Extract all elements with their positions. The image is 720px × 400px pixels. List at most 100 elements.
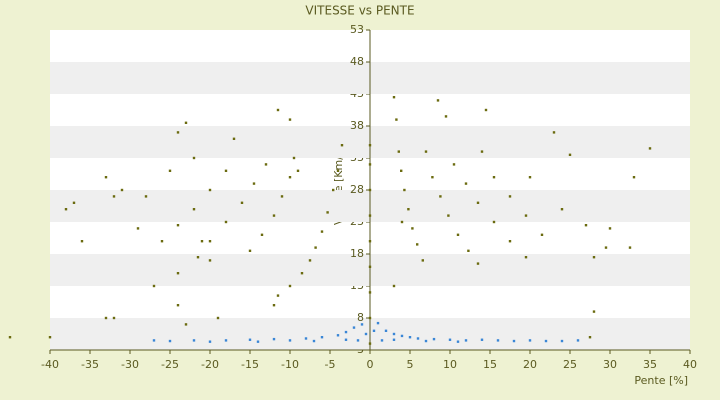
- data-point: [216, 316, 220, 320]
- y-tick-label: 28: [350, 183, 364, 196]
- x-tick-label: 20: [523, 358, 537, 371]
- data-point: [200, 240, 204, 243]
- data-point: [476, 262, 480, 265]
- data-point: [196, 256, 200, 259]
- data-point: [408, 336, 412, 339]
- data-point: [176, 272, 180, 275]
- data-point: [192, 156, 196, 160]
- data-point: [568, 153, 572, 156]
- data-point: [584, 224, 588, 227]
- data-point: [248, 249, 252, 252]
- data-point: [152, 339, 156, 342]
- data-point: [272, 337, 276, 341]
- data-point: [416, 243, 419, 246]
- x-tick-label: -20: [201, 358, 219, 371]
- data-point: [397, 150, 400, 153]
- x-tick-label: 25: [563, 358, 577, 371]
- data-point: [368, 188, 372, 192]
- data-point: [392, 332, 396, 336]
- data-point: [492, 176, 496, 179]
- data-point: [152, 284, 156, 288]
- data-point: [112, 316, 116, 320]
- data-point: [480, 338, 484, 341]
- data-point: [604, 246, 608, 249]
- data-point: [280, 195, 284, 198]
- y-tick-label: 48: [350, 55, 364, 68]
- x-tick-label: 40: [683, 358, 697, 371]
- data-point: [168, 169, 172, 172]
- data-point: [288, 118, 292, 121]
- data-point: [444, 115, 448, 118]
- data-point: [104, 176, 108, 179]
- data-point: [407, 208, 410, 211]
- x-tick-label: -40: [41, 358, 59, 371]
- data-point: [240, 201, 244, 204]
- y-tick-label: 8: [357, 311, 364, 324]
- x-tick-label: -15: [241, 358, 259, 371]
- data-point: [492, 220, 496, 224]
- data-point: [232, 137, 236, 140]
- data-point: [368, 214, 372, 217]
- data-point: [544, 339, 548, 343]
- data-point: [540, 233, 544, 236]
- data-point: [208, 240, 212, 243]
- data-point: [168, 339, 172, 343]
- data-point: [352, 326, 356, 329]
- data-point: [400, 334, 404, 338]
- data-point: [224, 339, 228, 342]
- y-tick-label: 18: [350, 247, 364, 260]
- data-point: [344, 338, 348, 341]
- data-point: [496, 339, 500, 342]
- data-point: [272, 214, 276, 217]
- data-point: [272, 304, 276, 307]
- data-point: [248, 338, 252, 341]
- data-point: [456, 340, 460, 343]
- data-point: [608, 227, 612, 230]
- data-point: [403, 188, 406, 192]
- data-point: [560, 339, 564, 343]
- data-point: [8, 336, 12, 339]
- data-point: [424, 339, 428, 343]
- data-point: [368, 163, 372, 166]
- data-point: [648, 147, 652, 150]
- x-tick-label: 0: [367, 358, 374, 371]
- x-tick-label: -30: [121, 358, 139, 371]
- x-tick-label: -5: [325, 358, 336, 371]
- data-point: [104, 316, 108, 320]
- y-tick-label: 38: [350, 119, 364, 132]
- data-point: [416, 337, 420, 340]
- data-point: [384, 329, 388, 332]
- data-point: [312, 339, 316, 343]
- data-point: [552, 131, 556, 134]
- data-point: [372, 329, 376, 332]
- data-point: [264, 163, 268, 166]
- data-point: [508, 240, 512, 243]
- data-point: [260, 233, 264, 236]
- data-point: [356, 339, 360, 342]
- data-point: [392, 96, 396, 99]
- x-tick-label: 35: [643, 358, 657, 371]
- x-tick-label: -35: [81, 358, 99, 371]
- data-point: [208, 259, 212, 262]
- data-point: [528, 339, 532, 342]
- data-point: [368, 240, 372, 243]
- data-point: [48, 336, 52, 339]
- data-point: [464, 182, 468, 185]
- data-point: [296, 169, 300, 172]
- x-tick-label: 5: [407, 358, 414, 371]
- data-point: [340, 144, 344, 147]
- x-tick-label: -10: [281, 358, 299, 371]
- data-point: [192, 208, 196, 211]
- data-point: [364, 332, 368, 336]
- data-point: [411, 227, 414, 230]
- data-point: [208, 188, 212, 192]
- data-point: [80, 240, 84, 243]
- data-point: [400, 169, 403, 172]
- data-point: [439, 195, 442, 198]
- data-point: [120, 188, 124, 192]
- data-point: [288, 176, 292, 179]
- data-point: [380, 339, 384, 342]
- data-point: [314, 246, 317, 249]
- data-point: [452, 163, 456, 166]
- data-point: [308, 259, 312, 262]
